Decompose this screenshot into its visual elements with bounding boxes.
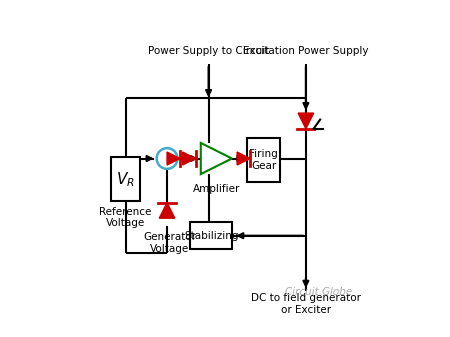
FancyBboxPatch shape <box>248 138 280 182</box>
Text: Excitation Power Supply: Excitation Power Supply <box>243 46 369 56</box>
Circle shape <box>157 148 177 169</box>
Text: Circuit Globe: Circuit Globe <box>285 287 353 297</box>
Text: $V_R$: $V_R$ <box>116 170 135 189</box>
Text: DC to field generator
or Exciter: DC to field generator or Exciter <box>251 294 361 315</box>
Text: Reference
Voltage: Reference Voltage <box>99 207 152 228</box>
Polygon shape <box>298 113 314 129</box>
FancyBboxPatch shape <box>111 157 140 201</box>
Polygon shape <box>237 152 250 165</box>
Text: Power Supply to Circuit: Power Supply to Circuit <box>148 46 269 56</box>
Text: Amplifier: Amplifier <box>193 184 240 194</box>
Polygon shape <box>201 143 232 174</box>
Polygon shape <box>167 152 180 165</box>
Polygon shape <box>159 203 175 218</box>
Polygon shape <box>183 152 196 165</box>
Text: Stabilizing: Stabilizing <box>184 231 238 241</box>
FancyBboxPatch shape <box>190 222 232 249</box>
Text: Firing
Gear: Firing Gear <box>249 149 278 171</box>
Text: Generator
Voltage: Generator Voltage <box>143 233 196 254</box>
